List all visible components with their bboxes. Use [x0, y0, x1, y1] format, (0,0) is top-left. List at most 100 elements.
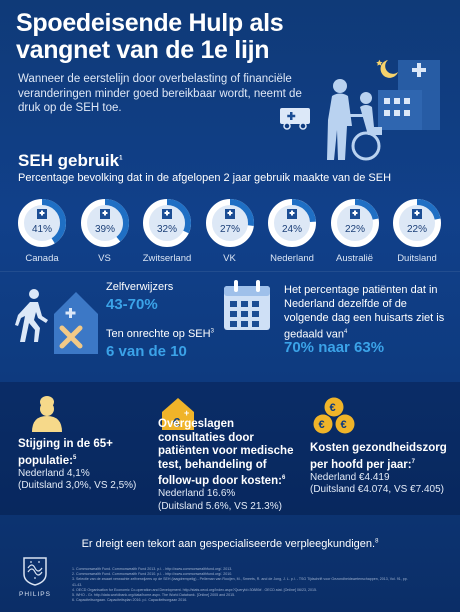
country-ring: 24% Nederland — [262, 196, 322, 264]
country-ring: 32% Zwitserland — [137, 196, 197, 264]
page-title: Spoedeisende Hulp als vangnet van de 1e … — [16, 9, 284, 64]
ring-percent-label: 22% — [344, 224, 364, 235]
ring-gauge: 32% — [143, 199, 191, 247]
svg-text:+: + — [184, 408, 189, 418]
column-title: Stijging in de 65+ populatie:5 — [18, 438, 148, 468]
walking-person-icon — [15, 289, 48, 342]
ring-arc — [80, 199, 129, 247]
column-title: Kosten gezondheidszorg per hoofd per jaa… — [310, 442, 456, 472]
country-name: Canada — [25, 253, 59, 264]
statement-text: Er dreigt een tekort aan gespecialiseerd… — [81, 538, 376, 550]
hospital-icon — [287, 209, 297, 219]
ring-percent-label: 24% — [282, 224, 302, 235]
hospital-icon — [37, 209, 47, 219]
footnote-line: 6. Capaciteitsorgaan. Capaciteitsplan 20… — [72, 598, 188, 603]
ring-arc — [268, 199, 316, 247]
footnote-ref: 5 — [72, 454, 77, 461]
hospital-icon — [99, 209, 110, 219]
stats-band — [0, 382, 460, 515]
column-costs: Kosten gezondheidszorg per hoofd per jaa… — [310, 442, 456, 497]
ring-gauge: 39% — [80, 199, 129, 247]
column-line-2: (Duitsland 5.6%, VS 21.3%) — [158, 500, 282, 512]
country-ring: 41% Canada — [12, 196, 72, 264]
moon-icon — [380, 60, 398, 78]
footnote-ref: 7 — [411, 458, 415, 465]
huisarts-text: Het percentage patiënten dat in Nederlan… — [284, 284, 445, 341]
onrechte-label-text: Ten onrechte op SEH — [106, 328, 211, 340]
country-ring: 27% VK — [200, 196, 260, 264]
ring-gauge: 24% — [268, 199, 316, 247]
footnote-ref: 1 — [119, 155, 123, 162]
footnote-ref: 8 — [375, 538, 379, 545]
caregiver-wheelchair-icon — [327, 79, 382, 161]
intro-text: Wanneer de eerstelijn door overbelasting… — [18, 73, 302, 114]
column-title: Overgeslagen consultaties door patiënten… — [158, 418, 298, 488]
hospital-icon — [349, 209, 360, 219]
country-name: Nederland — [270, 253, 314, 264]
philips-logo: PHILIPS — [12, 556, 58, 598]
footnote-ref: 6 — [281, 475, 286, 481]
column-line-1: Nederland 16.6% — [158, 488, 236, 500]
column-title-text: Kosten gezondheidszorg per hoofd per jaa… — [310, 442, 447, 471]
ring-arc — [205, 199, 254, 247]
country-name: Australië — [336, 253, 373, 264]
calendar-icon — [224, 280, 270, 330]
euro-coins-icon: € € € — [313, 397, 355, 434]
house-euro-icon: € + — [162, 398, 194, 430]
ring-arc — [393, 199, 441, 247]
footnote-ref: 3 — [210, 328, 214, 335]
svg-text:€: € — [330, 402, 336, 414]
seh-title-text: SEH gebruik — [18, 151, 120, 170]
country-name: Duitsland — [397, 253, 437, 264]
column-title-text: Overgeslagen consultaties door patiënten… — [158, 418, 294, 487]
footnote-ref: 4 — [343, 329, 348, 335]
country-name: VS — [98, 253, 111, 264]
footnote-line: 3. Selectie van de zwaart verwachte zelf… — [72, 577, 408, 587]
ring-arc — [143, 199, 191, 247]
column-elderly: Stijging in de 65+ populatie:5 Nederland… — [18, 438, 148, 493]
hospital-icon — [412, 209, 422, 219]
ring-gauge: 22% — [393, 199, 441, 247]
svg-text:€: € — [319, 419, 325, 431]
footnote-line: 1. Commonwealth Fund. Commonwealth Fund … — [72, 567, 233, 571]
house-icon — [54, 292, 98, 354]
ring-percent-label: 27% — [219, 224, 239, 235]
huisarts-percentage-text: Het percentage patiënten dat in Nederlan… — [284, 283, 454, 342]
nurse-shortage-statement: Er dreigt een tekort aan gespecialiseerd… — [0, 538, 460, 550]
zelfverwijzers-value: 43-70% — [106, 296, 158, 313]
elderly-person-icon — [32, 396, 62, 432]
ambulance-icon — [280, 108, 310, 130]
column-line-2: (Duitsland €4.074, VS €7.405) — [310, 484, 444, 496]
column-line-1: Nederland €4.419 — [310, 471, 390, 483]
footnotes: 1. Commonwealth Fund. Commonwealth Fund … — [72, 567, 412, 603]
self-referral-illustration — [15, 289, 98, 354]
hospital-icon — [224, 209, 235, 219]
svg-text:€: € — [341, 419, 347, 431]
philips-wordmark: PHILIPS — [19, 591, 51, 598]
onrechte-value: 6 van de 10 — [106, 343, 187, 360]
column-line-1: Nederland 4,1% — [18, 467, 90, 479]
svg-text:€: € — [173, 415, 180, 430]
ring-gauge: 41% — [18, 199, 66, 247]
ring-percent-label: 22% — [407, 224, 427, 235]
footnote-line: 5. WHO - Gr. http://data.worldbank.org/d… — [72, 593, 236, 598]
seh-section-title: SEH gebruik1 — [18, 151, 122, 171]
zelfverwijzers-label: Zelfverwijzers — [106, 281, 174, 293]
footnote-line: 4. OECD Organisation for Economic Co-ope… — [72, 587, 318, 592]
ring-percent-label: 41% — [32, 224, 52, 235]
country-ring: 22% Australië — [325, 196, 385, 264]
footnote-line: 2. Commonwealth Fund. Commonwealth Fund … — [72, 572, 233, 577]
column-consultations: Overgeslagen consultaties door patiënten… — [158, 418, 298, 513]
divider — [0, 271, 460, 272]
country-ring: 39% VS — [75, 196, 135, 264]
ring-arc — [18, 199, 66, 247]
huisarts-percentage-value: 70% naar 63% — [284, 339, 385, 356]
ring-gauge: 22% — [330, 199, 379, 247]
seh-subtitle: Percentage bevolking dat in de afgelopen… — [18, 172, 392, 184]
ring-percent-label: 32% — [157, 224, 177, 235]
country-ring: 22% Duitsland — [387, 196, 447, 264]
hospital-caregiver-illustration — [280, 59, 440, 161]
ring-percent-label: 39% — [94, 224, 114, 235]
ring-arc — [330, 199, 379, 247]
philips-shield-icon — [23, 557, 47, 586]
